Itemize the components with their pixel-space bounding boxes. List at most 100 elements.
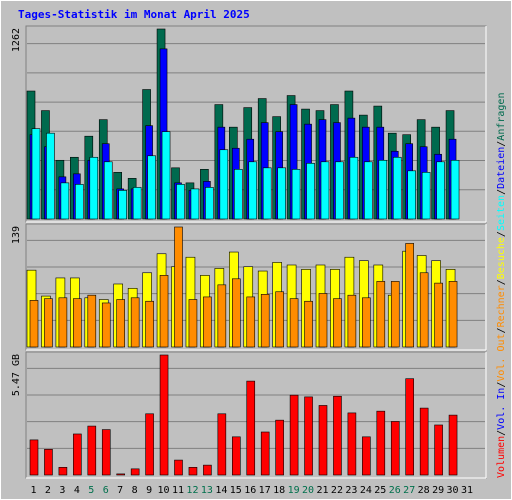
bar-volumen-day-17 [260, 431, 270, 476]
bar-volumen-day-6 [101, 429, 111, 476]
bar-seiten-day-23 [349, 156, 359, 220]
bar-volumen-day-12 [188, 467, 198, 476]
bar-volumen-day-15 [232, 436, 241, 476]
bar-seiten-day-24 [364, 161, 373, 220]
legend-separator: / [496, 231, 507, 237]
bar-rechner-day-20 [304, 300, 313, 348]
legend-separator: / [496, 141, 507, 147]
bar-volumen-day-10 [159, 354, 169, 476]
y-max-label-requests: 1262 [11, 28, 22, 52]
bar-seiten-day-11 [176, 184, 185, 220]
bar-rechner-day-16 [246, 296, 256, 348]
bar-volumen-day-3 [58, 467, 68, 476]
bar-seiten-day-4 [75, 184, 84, 220]
day-label-2: 2 [45, 485, 51, 496]
chart-title: Tages-Statistik im Monat April 2025 [18, 8, 250, 21]
bar-volumen-day-16 [246, 380, 256, 476]
bar-seiten-day-29 [436, 161, 445, 220]
bar-seiten-day-16 [248, 161, 258, 220]
legend-item-seiten: Seiten [496, 195, 507, 231]
day-label-10: 10 [158, 485, 170, 496]
bar-rechner-day-17 [260, 294, 270, 348]
bar-volumen-day-2 [44, 449, 53, 476]
day-label-30: 30 [447, 485, 459, 496]
day-label-4: 4 [74, 485, 80, 496]
bar-seiten-day-26 [392, 156, 402, 220]
bar-seiten-day-28 [421, 172, 431, 220]
bar-rechner-day-14 [217, 284, 227, 348]
bar-volumen-day-4 [73, 433, 82, 476]
bar-volumen-day-19 [289, 394, 299, 476]
bar-rechner-day-10 [159, 275, 169, 348]
legend-separator: / [496, 279, 507, 285]
day-label-3: 3 [59, 485, 65, 496]
bar-seiten-day-8 [132, 187, 142, 220]
bar-rechner-day-1 [29, 300, 39, 348]
panel-volume: 5.47 GB [11, 351, 487, 479]
bar-rechner-day-6 [101, 302, 111, 348]
day-label-5: 5 [88, 485, 94, 496]
bar-seiten-day-17 [262, 167, 272, 220]
bar-seiten-day-18 [277, 167, 286, 220]
legend-item-vol-in: Vol. In [496, 388, 507, 430]
bar-seiten-day-6 [103, 161, 113, 220]
bar-volumen-day-25 [376, 410, 386, 476]
bar-seiten-day-2 [46, 132, 55, 220]
bar-rechner-day-3 [58, 297, 68, 348]
bar-seiten-day-15 [234, 169, 243, 220]
day-label-17: 17 [259, 485, 271, 496]
bar-seiten-day-1 [31, 128, 41, 220]
bar-rechner-day-22 [333, 298, 342, 348]
bar-rechner-day-30 [448, 281, 458, 348]
y-max-label-volume: 5.47 GB [11, 354, 22, 396]
legend-item-dateien: Dateien [496, 147, 507, 189]
panel-visits: 139 [11, 223, 487, 351]
legend-separator: / [496, 189, 507, 195]
legend-item-vol-out: Vol. Out [496, 333, 507, 381]
bar-seiten-day-9 [147, 155, 156, 220]
bar-seiten-day-3 [60, 182, 70, 220]
bar-seiten-day-21 [320, 161, 330, 220]
bar-rechner-day-24 [362, 297, 371, 348]
legend-separator: / [496, 327, 507, 333]
bar-rechner-day-12 [188, 299, 198, 348]
bar-rechner-day-2 [44, 298, 53, 348]
bar-rechner-day-4 [73, 298, 82, 348]
bar-volumen-day-9 [145, 413, 154, 476]
bar-seiten-day-19 [291, 169, 301, 220]
day-label-22: 22 [331, 485, 343, 496]
bar-rechner-day-11 [174, 226, 183, 348]
day-label-11: 11 [172, 485, 184, 496]
legend: Volumen/Vol. In/Vol. Out/Rechner/Besuche… [496, 93, 507, 478]
bar-seiten-day-12 [190, 188, 200, 220]
bar-rechner-day-8 [130, 297, 140, 348]
bar-rechner-day-15 [232, 278, 241, 348]
day-label-31: 31 [461, 485, 473, 496]
bar-rechner-day-25 [376, 281, 386, 348]
bar-seiten-day-27 [407, 170, 417, 220]
day-label-18: 18 [273, 485, 285, 496]
day-label-23: 23 [345, 485, 357, 496]
day-label-20: 20 [302, 485, 314, 496]
day-label-25: 25 [374, 485, 386, 496]
bar-rechner-day-21 [318, 293, 328, 348]
day-label-26: 26 [389, 485, 401, 496]
bar-volumen-day-27 [405, 378, 415, 476]
day-label-16: 16 [244, 485, 256, 496]
bar-volumen-day-28 [419, 407, 429, 476]
bar-volumen-day-30 [448, 414, 458, 476]
bar-volumen-day-8 [130, 468, 140, 476]
bar-volumen-day-26 [390, 421, 400, 476]
bar-rechner-day-7 [116, 299, 125, 348]
day-label-29: 29 [432, 485, 444, 496]
bar-seiten-day-22 [335, 161, 344, 220]
bar-volumen-day-23 [347, 412, 357, 476]
day-label-27: 27 [403, 485, 415, 496]
bar-volumen-day-7 [116, 473, 125, 476]
y-max-label-visits: 139 [11, 226, 22, 244]
bar-volumen-day-14 [217, 413, 227, 476]
legend-item-rechner: Rechner [496, 285, 507, 327]
day-label-7: 7 [117, 485, 123, 496]
bar-volumen-day-24 [362, 436, 371, 476]
bar-volumen-day-1 [29, 439, 39, 476]
